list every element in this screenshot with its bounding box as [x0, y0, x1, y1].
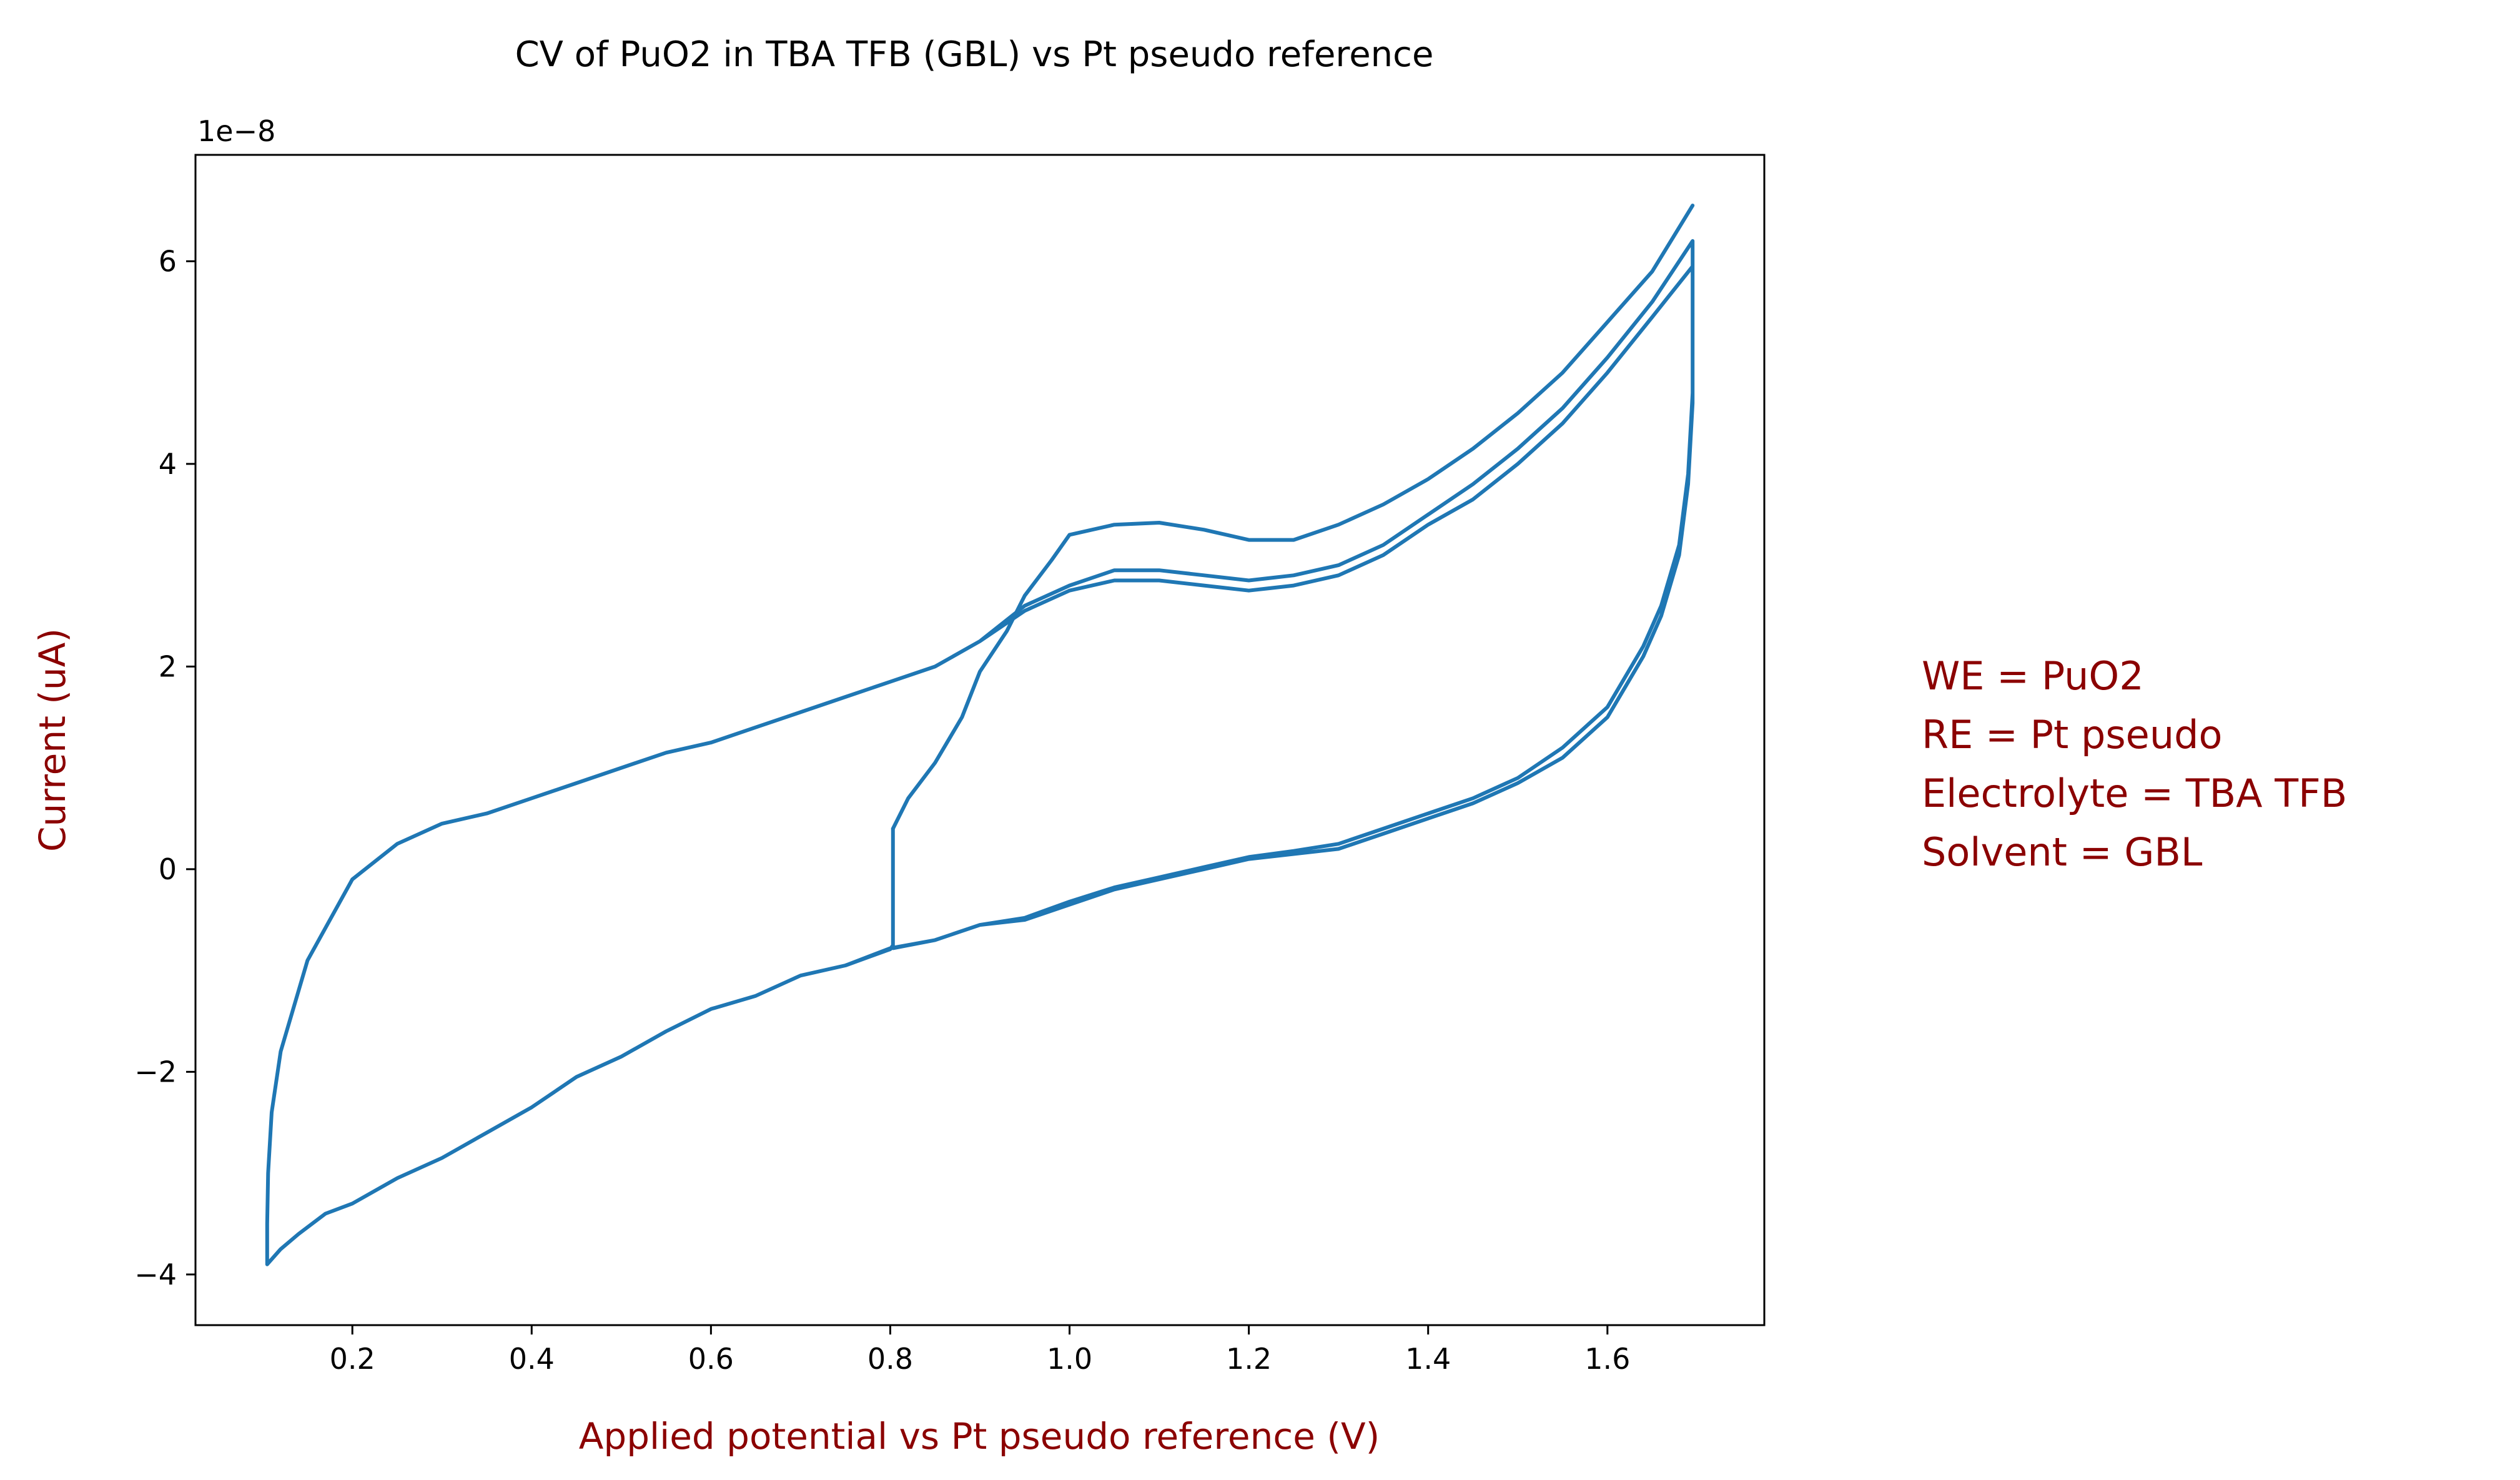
- x-tick-label: 1.4: [1405, 1342, 1451, 1376]
- chart-title: CV of PuO2 in TBA TFB (GBL) vs Pt pseudo…: [515, 34, 1434, 75]
- y-offset-label: 1e−8: [197, 114, 275, 148]
- y-tick-label: −4: [134, 1258, 177, 1291]
- x-tick-label: 0.8: [867, 1342, 913, 1376]
- y-tick-label: −2: [134, 1055, 177, 1088]
- experiment-annotation: WE = PuO2 RE = Pt pseudo Electrolyte = T…: [1922, 653, 2347, 875]
- annotation-line-re: RE = Pt pseudo: [1922, 712, 2222, 757]
- x-tick-label: 1.2: [1226, 1342, 1272, 1376]
- x-tick-label: 0.4: [509, 1342, 555, 1376]
- plot-area-frame: [194, 154, 1766, 1326]
- annotation-line-electrolyte: Electrolyte = TBA TFB: [1922, 771, 2347, 816]
- cv-trace-1: [265, 239, 1695, 1266]
- y-tick-label: 4: [159, 447, 177, 481]
- cv-trace-2: [891, 204, 1695, 831]
- annotation-line-we: WE = PuO2: [1922, 653, 2144, 699]
- x-axis-ticks: 0.2 0.4 0.6 0.8 1.0 1.2 1.4 1.6: [330, 1325, 1630, 1376]
- x-tick-label: 1.0: [1047, 1342, 1092, 1376]
- plot-lines: [265, 204, 1695, 1266]
- y-axis-ticks: −4 −2 0 2 4 6: [134, 244, 195, 1291]
- y-tick-label: 6: [159, 244, 177, 278]
- x-tick-label: 1.6: [1584, 1342, 1630, 1376]
- annotation-line-solvent: Solvent = GBL: [1922, 829, 2203, 875]
- x-tick-label: 0.6: [688, 1342, 734, 1376]
- x-axis-label: Applied potential vs Pt pseudo reference…: [579, 1415, 1380, 1458]
- x-tick-label: 0.2: [330, 1342, 375, 1376]
- y-axis-label: Current (uA): [31, 628, 74, 852]
- y-tick-label: 2: [159, 649, 177, 683]
- y-tick-label: 0: [159, 852, 177, 886]
